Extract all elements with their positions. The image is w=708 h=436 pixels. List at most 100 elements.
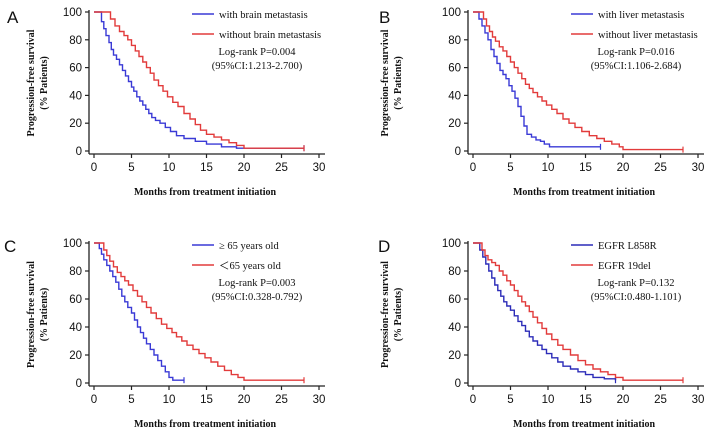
logrank-p-value: Log-rank P=0.016 <box>597 47 674 58</box>
km-curve-series-1 <box>473 11 601 148</box>
legend-label-2: EGFR 19del <box>598 261 651 272</box>
y-tick-label: 0 <box>76 146 82 158</box>
panel-c: C 0 20 40 60 80 100 0 5 10 15 20 25 30 Months from tre… <box>4 237 325 430</box>
y-axis-title: Progression-free survival (% Patients) <box>26 261 50 368</box>
km-curve-series-2 <box>94 242 304 381</box>
x-tick-label: 15 <box>579 394 592 406</box>
x-tick-label: 0 <box>470 394 476 406</box>
logrank-p-value: Log-rank P=0.132 <box>597 278 674 289</box>
km-curve-series-1 <box>94 242 184 381</box>
panel-b: B 0 20 40 60 80 100 0 5 10 15 20 25 30 Months from tre… <box>379 7 704 198</box>
y-tick-label: 60 <box>448 63 461 75</box>
legend-label-2: without brain metastasis <box>219 30 321 41</box>
legend-label-1: EGFR L858R <box>598 241 657 252</box>
x-tick-label: 10 <box>542 162 555 174</box>
x-tick-label: 10 <box>163 394 176 406</box>
y-tick-label: 40 <box>69 90 82 102</box>
km-curve-series-1 <box>473 242 617 381</box>
x-tick-label: 5 <box>128 162 134 174</box>
x-axis-title: Months from treatment initiation <box>513 419 656 430</box>
x-tick-label: 30 <box>313 162 326 174</box>
x-tick-label: 5 <box>507 394 513 406</box>
x-tick-label: 15 <box>200 162 213 174</box>
y-tick-label: 80 <box>448 35 461 47</box>
km-curve-series-1 <box>94 11 304 149</box>
y-tick-label: 100 <box>63 7 82 19</box>
x-tick-label: 25 <box>275 394 288 406</box>
y-tick-label: 60 <box>69 63 82 75</box>
y-tick-label: 60 <box>448 294 461 306</box>
y-axis-title-line2: (% Patients) <box>393 56 404 110</box>
x-axis-title: Months from treatment initiation <box>513 187 656 198</box>
x-tick-label: 20 <box>238 394 251 406</box>
logrank-p-value: Log-rank P=0.003 <box>218 278 295 289</box>
x-axis-title: Months from treatment initiation <box>134 419 277 430</box>
y-axis-title-line1: Progression-free survival <box>380 261 391 368</box>
y-axis-title: Progression-free survival (% Patients) <box>380 29 404 136</box>
km-curve-series-2 <box>473 242 683 381</box>
logrank-p-value: Log-rank P=0.004 <box>218 47 296 58</box>
y-axis-title: Progression-free survival (% Patients) <box>380 261 404 368</box>
x-tick-label: 15 <box>579 162 592 174</box>
x-tick-label: 20 <box>238 162 251 174</box>
x-tick-label: 30 <box>692 394 705 406</box>
y-tick-label: 20 <box>69 350 82 362</box>
y-tick-label: 100 <box>442 7 461 19</box>
y-tick-label: 40 <box>69 322 82 334</box>
y-tick-label: 60 <box>69 294 82 306</box>
y-tick-label: 40 <box>448 322 461 334</box>
legend-label-1: ≥ 65 years old <box>219 241 279 252</box>
x-tick-label: 20 <box>617 394 630 406</box>
km-curve-series-2 <box>94 11 304 149</box>
x-tick-label: 20 <box>617 162 630 174</box>
y-axis-title-line1: Progression-free survival <box>380 29 391 136</box>
legend-label-2: ＜65 years old <box>219 261 282 272</box>
legend-label-1: with liver metastasis <box>598 10 684 21</box>
x-tick-label: 25 <box>275 162 288 174</box>
y-tick-label: 100 <box>442 238 461 250</box>
x-tick-label: 0 <box>91 162 97 174</box>
x-axis-title: Months from treatment initiation <box>134 187 277 198</box>
panel-label: C <box>4 237 16 256</box>
panel-a: A 0 20 40 60 80 100 0 5 10 15 20 25 30 Months from tre… <box>7 7 325 198</box>
x-tick-label: 0 <box>91 394 97 406</box>
y-tick-label: 0 <box>455 146 461 158</box>
y-tick-label: 40 <box>448 90 461 102</box>
y-axis-title-line1: Progression-free survival <box>26 29 37 136</box>
y-tick-label: 100 <box>63 238 82 250</box>
km-curve-series-2 <box>473 11 683 151</box>
y-axis-title-line2: (% Patients) <box>393 288 404 342</box>
y-tick-label: 0 <box>455 378 461 390</box>
x-tick-label: 10 <box>163 162 176 174</box>
x-tick-label: 30 <box>692 162 705 174</box>
hazard-ratio-ci: (95%CI:0.328-0.792) <box>212 292 303 303</box>
y-axis-title-line2: (% Patients) <box>39 56 50 110</box>
panel-label: A <box>7 8 19 27</box>
x-tick-label: 30 <box>313 394 326 406</box>
y-tick-label: 0 <box>76 378 82 390</box>
legend-label-2: without liver metastasis <box>598 30 698 41</box>
hazard-ratio-ci: (95%CI:1.213-2.700) <box>212 61 303 72</box>
y-tick-label: 20 <box>448 118 461 130</box>
y-tick-label: 80 <box>69 35 82 47</box>
panel-label: B <box>379 8 390 27</box>
legend-label-1: with brain metastasis <box>219 10 308 21</box>
hazard-ratio-ci: (95%CI:0.480-1.101) <box>591 292 682 303</box>
x-tick-label: 25 <box>654 162 667 174</box>
panel-d: D 0 20 40 60 80 100 0 5 10 15 20 25 30 Months from tre… <box>378 237 704 430</box>
x-tick-label: 5 <box>507 162 513 174</box>
y-axis-title: Progression-free survival (% Patients) <box>26 29 50 136</box>
x-tick-label: 0 <box>470 162 476 174</box>
y-axis-title-line1: Progression-free survival <box>26 261 37 368</box>
y-tick-label: 20 <box>69 118 82 130</box>
x-tick-label: 5 <box>128 394 134 406</box>
y-tick-label: 80 <box>69 266 82 278</box>
x-tick-label: 10 <box>542 394 555 406</box>
y-axis-title-line2: (% Patients) <box>39 288 50 342</box>
y-tick-label: 20 <box>448 350 461 362</box>
x-tick-label: 15 <box>200 394 213 406</box>
y-tick-label: 80 <box>448 266 461 278</box>
x-tick-label: 25 <box>654 394 667 406</box>
hazard-ratio-ci: (95%CI:1.106-2.684) <box>591 61 682 72</box>
